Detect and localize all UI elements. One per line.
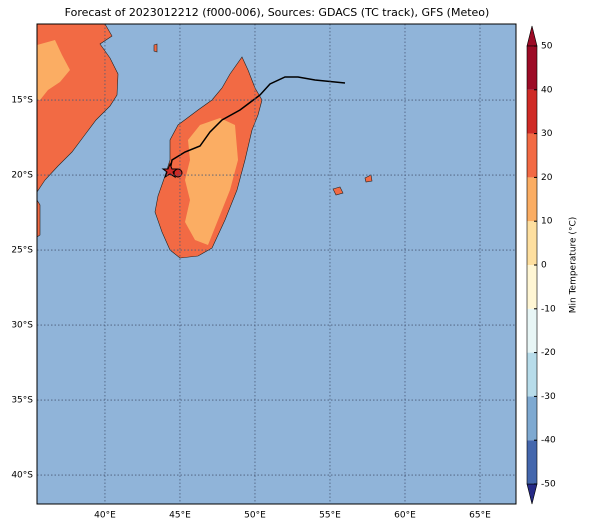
x-tick-label: 50°E: [244, 511, 266, 521]
title: Forecast of 2023012212 (f000-006), Sourc…: [65, 6, 490, 19]
colorbar-tick-label: -20: [541, 348, 556, 358]
y-tick-label: 25°S: [11, 246, 33, 256]
colorbar-bin: [527, 89, 537, 134]
map-frame: [36, 23, 517, 505]
tc-star: [161, 162, 179, 179]
islands: [153, 43, 373, 196]
colorbar-tick-label: 50: [541, 42, 553, 52]
ocean: [37, 24, 516, 504]
colorbar-tick-label: 30: [541, 129, 553, 139]
colorbar-bin: [527, 46, 537, 90]
x-tick-label: 55°E: [319, 511, 341, 521]
colorbar-tick-label: -30: [541, 392, 556, 402]
y-tick-label: 35°S: [11, 396, 33, 406]
y-tick-label: 20°S: [11, 171, 33, 181]
tc-track: [169, 76, 346, 171]
colorbar-tick-label: 0: [541, 261, 547, 271]
colorbar-extend: [526, 25, 538, 47]
colorbar-bin: [527, 308, 537, 353]
highlands: [185, 118, 238, 245]
x-tick-label: 40°E: [94, 511, 116, 521]
map: [36, 23, 516, 504]
x-tick-label: 65°E: [469, 511, 491, 521]
colorbar-bin: [527, 133, 537, 178]
colorbar-tick-label: 10: [541, 217, 553, 227]
x-tick-label: 60°E: [394, 511, 416, 521]
colorbar-extend: [526, 483, 538, 505]
colorbar-tick-label: -50: [541, 480, 556, 490]
colorbar-bin: [527, 177, 537, 222]
y-tick-label: 15°S: [11, 96, 33, 106]
colorbar-tick-label: 20: [541, 173, 553, 183]
colorbar-bin: [527, 396, 537, 441]
x-tick-label: 45°E: [169, 511, 191, 521]
colorbar-tick-label: 40: [541, 85, 553, 95]
colorbar-bin: [527, 440, 537, 484]
colorbar-bin: [527, 221, 537, 265]
africa-cool: [37, 40, 70, 100]
y-tick-label: 40°S: [11, 471, 33, 481]
y-tick-label: 30°S: [11, 321, 33, 331]
colorbar-bin: [527, 352, 537, 397]
colorbar-label: Min Temperature (°C): [569, 217, 579, 314]
colorbar-bin: [527, 265, 537, 309]
colorbar-tick-label: -40: [541, 436, 556, 446]
colorbar-tick-label: -10: [541, 304, 556, 314]
